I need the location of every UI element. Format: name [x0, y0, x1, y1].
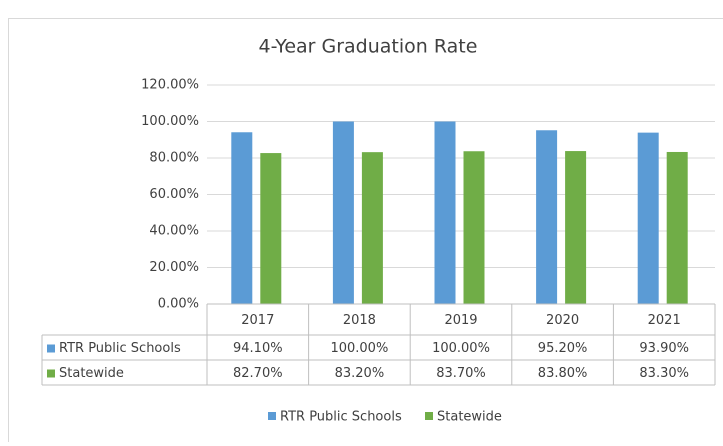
table-value-label: 95.20% — [538, 341, 588, 356]
x-tick-label: 2019 — [444, 313, 477, 328]
y-tick-label: 40.00% — [149, 224, 199, 239]
table-value-label: 93.90% — [639, 341, 689, 356]
bar — [667, 152, 688, 304]
chart-title: 4-Year Graduation Rate — [259, 36, 478, 58]
y-tick-label: 100.00% — [141, 114, 199, 129]
y-tick-label: 20.00% — [149, 260, 199, 275]
x-tick-label: 2021 — [648, 313, 681, 328]
table-value-label: 83.30% — [639, 366, 689, 381]
bar — [435, 122, 456, 305]
table-value-label: 100.00% — [432, 341, 490, 356]
table-legend-key — [47, 370, 55, 378]
bar — [260, 153, 281, 304]
table-value-label: 94.10% — [233, 341, 283, 356]
bar — [362, 152, 383, 304]
bar — [565, 151, 586, 304]
bar — [536, 130, 557, 304]
y-tick-label: 0.00% — [158, 297, 199, 312]
table-row-label: Statewide — [59, 366, 124, 381]
y-tick-label: 120.00% — [141, 78, 199, 93]
legend-key — [268, 412, 276, 420]
bar — [231, 132, 252, 304]
x-tick-label: 2017 — [241, 313, 274, 328]
y-tick-label: 60.00% — [149, 187, 199, 202]
legend-key — [425, 412, 433, 420]
x-tick-label: 2018 — [343, 313, 376, 328]
legend-label: RTR Public Schools — [280, 410, 402, 425]
table-value-label: 82.70% — [233, 366, 283, 381]
table-value-label: 83.80% — [538, 366, 588, 381]
table-value-label: 83.20% — [335, 366, 385, 381]
x-tick-label: 2020 — [546, 313, 579, 328]
bar — [464, 151, 485, 304]
bar — [638, 133, 659, 304]
table-legend-key — [47, 345, 55, 353]
table-value-label: 83.70% — [436, 366, 486, 381]
table-row-label: RTR Public Schools — [59, 341, 181, 356]
legend-label: Statewide — [437, 410, 502, 425]
y-tick-label: 80.00% — [149, 151, 199, 166]
bar — [333, 122, 354, 305]
table-value-label: 100.00% — [330, 341, 388, 356]
